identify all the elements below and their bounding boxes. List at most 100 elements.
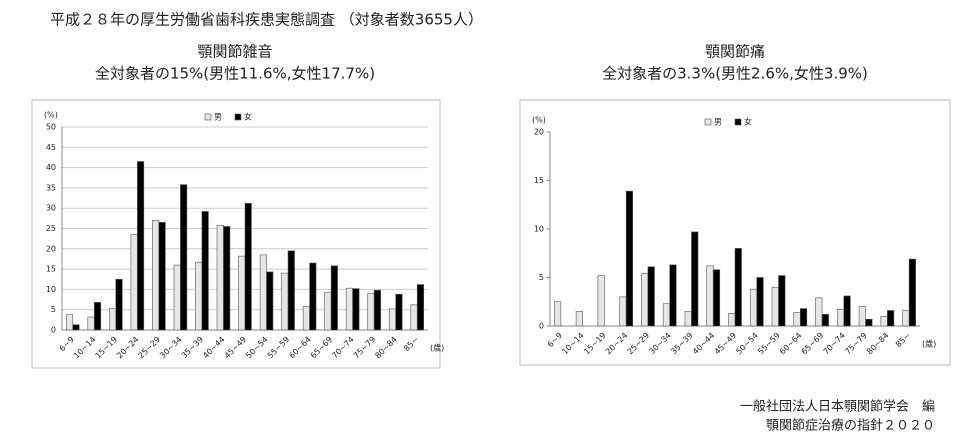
x-tick-label: 50~54 [244,335,270,361]
y-tick-label: 0 [539,322,544,331]
bar [799,308,808,327]
bar [216,224,224,331]
y-tick-label: 20 [534,128,544,137]
bar [109,308,117,331]
chart-frame [31,99,441,369]
bar [749,288,758,327]
bar [662,303,671,327]
y-unit: (%) [44,111,58,120]
bar [647,266,655,327]
footer-line: 顎関節症治療の指針２０２０ [766,419,935,434]
bar [345,287,353,331]
bar [843,295,851,327]
x-tick-label: 45~49 [223,335,249,361]
bar [554,301,562,327]
bar [669,264,677,327]
bar [410,304,418,331]
bar [367,293,375,331]
bar [821,314,829,327]
bar [597,275,605,327]
bar [309,262,317,331]
legend-label: 女 [744,117,752,127]
bar [173,264,181,331]
y-tick-label: 45 [46,143,56,152]
bar [302,306,310,331]
bar [115,278,123,331]
bar [865,318,873,327]
bar [195,261,203,331]
legend-label: 男 [214,113,222,122]
bar [66,314,74,331]
y-tick-label: 0 [51,326,56,335]
bar [908,258,916,327]
bar [259,254,267,331]
y-unit: (%) [532,116,546,125]
bar [625,190,634,327]
x-tick-label: 20~24 [604,331,630,357]
y-tick-label: 40 [46,163,56,172]
legend-swatch [204,113,212,121]
bar [416,284,424,331]
bar [706,265,714,327]
x-tick-label: 25~29 [626,331,652,357]
legend-swatch [734,118,742,126]
x-tick-label: 6~9 [546,331,564,349]
x-tick-label: 85~ [402,335,420,353]
bar [137,161,145,331]
legend-label: 女 [244,112,252,122]
x-tick-label: 6~9 [58,335,76,353]
y-tick-label: 25 [46,224,56,233]
bar [836,309,845,327]
bar [734,248,742,327]
bar [223,226,231,331]
y-tick-label: 20 [46,244,56,253]
chart-subtitle: 全対象者の3.3%(男性2.6%,女性3.9%) [602,65,868,83]
bar [887,310,895,327]
x-tick-label: 70~74 [822,331,848,357]
bar [87,316,95,331]
chart-title: 顎関節雑音 [197,43,272,61]
x-tick-label: 70~74 [330,335,356,361]
chart-subtitle: 全対象者の15%(男性11.6%,女性17.7%) [95,65,375,83]
x-tick-label: 80~84 [865,331,891,357]
y-tick-label: 5 [539,273,544,282]
bar [858,306,866,327]
bar [266,271,274,331]
bar [373,289,381,331]
x-tick-label: 55~59 [266,335,292,361]
x-tick-label: 60~64 [287,335,313,361]
x-tick-label: 35~39 [669,331,695,357]
bar [93,302,102,331]
x-tick-label: 55~59 [756,331,782,357]
page-title: 平成２８年の厚生労働省歯科疾患実態調査 （対象者数3655人） [50,11,483,29]
bar [712,269,721,327]
bar [728,313,736,327]
bar [771,286,779,327]
x-tick-label: 40~44 [201,335,227,361]
x-tick-label: 75~79 [843,331,869,357]
bar [619,296,627,327]
x-tick-label: 65~69 [309,335,335,361]
chart-frame [519,99,951,366]
x-tick-label: 30~34 [647,331,673,357]
bar [158,222,166,331]
bar [244,203,252,331]
legend-label: 男 [714,118,722,127]
y-tick-label: 30 [46,204,56,213]
x-unit: (歳) [922,339,936,349]
x-tick-label: 10~14 [560,331,586,357]
bar [793,312,801,327]
legend-swatch [234,113,242,121]
y-tick-label: 15 [46,265,56,274]
bar [880,315,888,327]
x-tick-label: 75~79 [352,335,378,361]
bar [152,220,160,331]
bar [238,255,246,331]
x-tick-label: 20~24 [115,335,141,361]
chart-title: 顎関節痛 [705,43,765,61]
x-tick-label: 45~49 [713,331,739,357]
bar [575,311,583,327]
bar [130,234,138,331]
x-tick-label: 60~64 [778,331,804,357]
